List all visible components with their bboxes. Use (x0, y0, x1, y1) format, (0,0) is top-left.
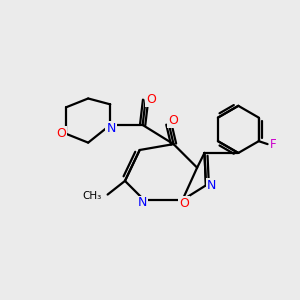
Text: F: F (270, 138, 277, 151)
Text: N: N (138, 196, 147, 209)
Text: O: O (179, 197, 189, 210)
Text: O: O (56, 127, 66, 140)
Text: N: N (207, 179, 216, 192)
Text: O: O (168, 114, 178, 127)
Text: O: O (146, 93, 156, 106)
Text: CH₃: CH₃ (82, 191, 101, 201)
Text: N: N (106, 122, 116, 135)
